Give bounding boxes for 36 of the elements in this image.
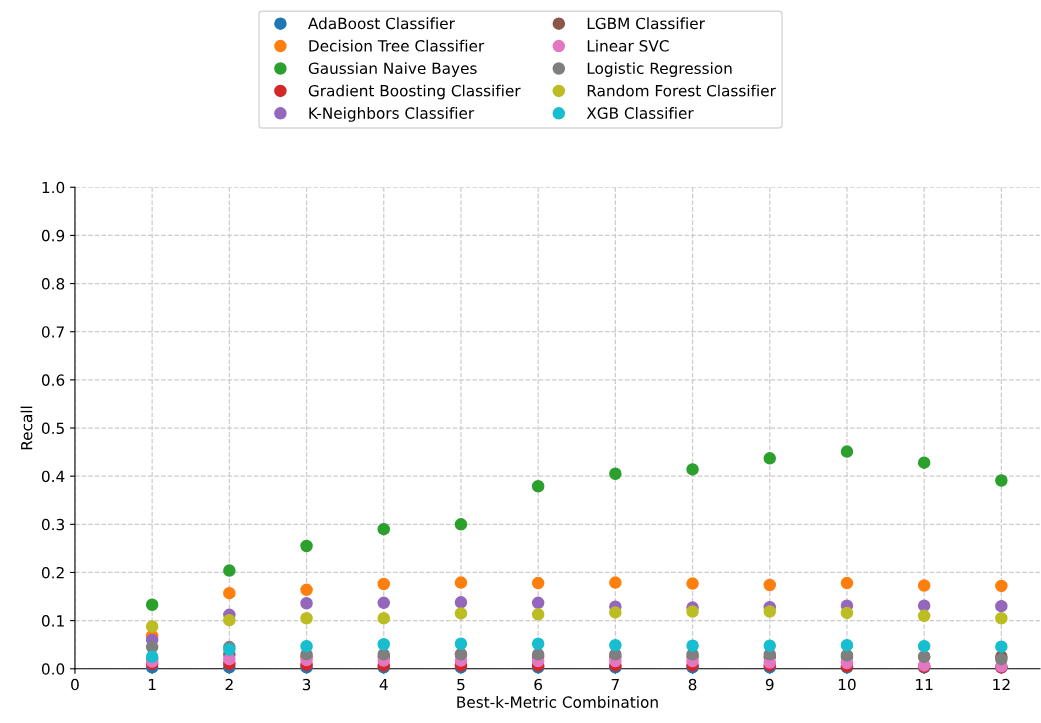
x-tick-label: 1 bbox=[148, 678, 156, 691]
y-tick-label: 0.0 bbox=[41, 663, 65, 675]
legend-label: Gradient Boosting Classifier bbox=[308, 84, 521, 100]
y-tick-label: 0.3 bbox=[41, 518, 65, 531]
x-tick-label: 4 bbox=[379, 678, 388, 691]
legend-label: K-Neighbors Classifier bbox=[309, 107, 475, 122]
legend-label: Gaussian Naive Bayes bbox=[308, 62, 477, 77]
x-tick-label: 0 bbox=[71, 678, 79, 691]
legend-label: Decision Tree Classifier bbox=[309, 39, 485, 52]
y-axis-title: Recall bbox=[20, 406, 33, 450]
x-tick-label: 10 bbox=[838, 678, 856, 691]
legend-label: LGBM Classifier bbox=[587, 17, 705, 30]
x-tick-label: 12 bbox=[993, 678, 1010, 691]
x-tick-label: 11 bbox=[916, 678, 933, 691]
y-tick-label: 0.9 bbox=[41, 229, 65, 242]
legend-label: Linear SVC bbox=[587, 39, 669, 52]
x-tick-label: 5 bbox=[457, 678, 465, 691]
legend-label: XGB Classifier bbox=[586, 107, 694, 119]
x-tick-label: 7 bbox=[611, 678, 619, 691]
legend-label: AdaBoost Classifier bbox=[308, 17, 455, 30]
x-axis-title: Best-k-Metric Combination bbox=[457, 696, 658, 708]
y-tick-label: 0.4 bbox=[41, 470, 65, 483]
y-tick-label: 0.7 bbox=[41, 326, 64, 338]
x-tick-label: 3 bbox=[302, 678, 311, 691]
x-tick-label: 6 bbox=[534, 678, 543, 691]
y-tick-label: 0.1 bbox=[41, 615, 64, 627]
y-tick-label: 1.0 bbox=[42, 181, 65, 194]
y-tick-label: 0.6 bbox=[41, 374, 65, 386]
legend-label: Random Forest Classifier bbox=[587, 84, 776, 97]
legend-label: Logistic Regression bbox=[587, 62, 732, 77]
x-tick-label: 8 bbox=[688, 678, 697, 691]
y-tick-label: 0.5 bbox=[41, 422, 64, 435]
x-tick-label: 2 bbox=[225, 678, 233, 691]
x-tick-label: 9 bbox=[765, 678, 774, 691]
y-tick-label: 0.8 bbox=[41, 278, 65, 290]
y-tick-label: 0.2 bbox=[41, 566, 64, 579]
